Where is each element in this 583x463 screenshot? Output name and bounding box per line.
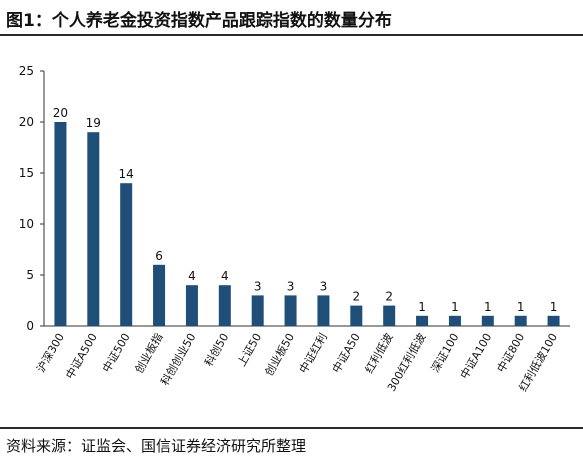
bar — [120, 183, 133, 326]
x-tick-label: 上证50 — [235, 331, 264, 369]
x-tick-label: 中证红利 — [297, 331, 330, 376]
x-tick-label: 科创50 — [201, 331, 231, 369]
data-label: 3 — [287, 279, 295, 293]
bar — [547, 315, 560, 326]
y-tick-label: 0 — [26, 319, 34, 333]
x-tick-label: 中证A500 — [63, 331, 100, 381]
bar — [153, 264, 166, 326]
footer-divider — [0, 427, 583, 429]
bar — [448, 315, 461, 326]
x-tick-label: 红利低波 — [363, 331, 396, 376]
bar — [218, 285, 231, 326]
data-label: 1 — [550, 300, 558, 314]
bar — [383, 305, 396, 326]
x-tick-label: 深证100 — [429, 331, 462, 375]
x-tick-label: 创业板指 — [132, 331, 166, 376]
bar — [54, 122, 67, 326]
data-label: 1 — [484, 300, 492, 314]
x-tick-label: 中证800 — [495, 331, 528, 375]
bar — [350, 305, 363, 326]
data-label: 1 — [451, 300, 459, 314]
bar — [284, 295, 297, 326]
bar — [185, 285, 198, 326]
bar — [481, 315, 494, 326]
y-tick-label: 5 — [26, 268, 34, 282]
data-label: 3 — [320, 279, 328, 293]
data-label: 20 — [53, 106, 68, 120]
data-label: 1 — [418, 300, 426, 314]
data-label: 6 — [155, 249, 163, 263]
data-label: 4 — [188, 269, 196, 283]
bar — [251, 295, 264, 326]
data-label: 2 — [352, 290, 360, 304]
y-tick-label: 20 — [19, 115, 34, 129]
bar — [317, 295, 330, 326]
x-tick-label: 创业板50 — [262, 331, 298, 379]
data-label: 19 — [86, 116, 101, 130]
x-tick-label: 中证A50 — [330, 331, 363, 375]
source-note: 资料来源：证监会、国信证券经济研究所整理 — [6, 437, 307, 455]
bar — [416, 315, 429, 326]
data-label: 14 — [119, 167, 134, 181]
bar — [87, 132, 100, 326]
x-tick-label: 沪深300 — [33, 331, 67, 375]
y-tick-label: 25 — [19, 64, 34, 78]
x-tick-label: 中证500 — [100, 331, 133, 375]
bar-chart: 051015202520沪深30019中证A50014中证5006创业板指4科创… — [19, 64, 570, 394]
chart-title: 图1：个人养老金投资指数产品跟踪指数的数量分布 — [6, 11, 392, 31]
x-tick-label: 中证A100 — [458, 331, 495, 381]
data-label: 2 — [385, 290, 393, 304]
bar — [514, 315, 527, 326]
data-label: 3 — [254, 279, 262, 293]
data-label: 1 — [517, 300, 525, 314]
y-tick-label: 10 — [19, 217, 34, 231]
title-divider — [0, 34, 583, 36]
data-label: 4 — [221, 269, 229, 283]
y-tick-label: 15 — [19, 166, 34, 180]
